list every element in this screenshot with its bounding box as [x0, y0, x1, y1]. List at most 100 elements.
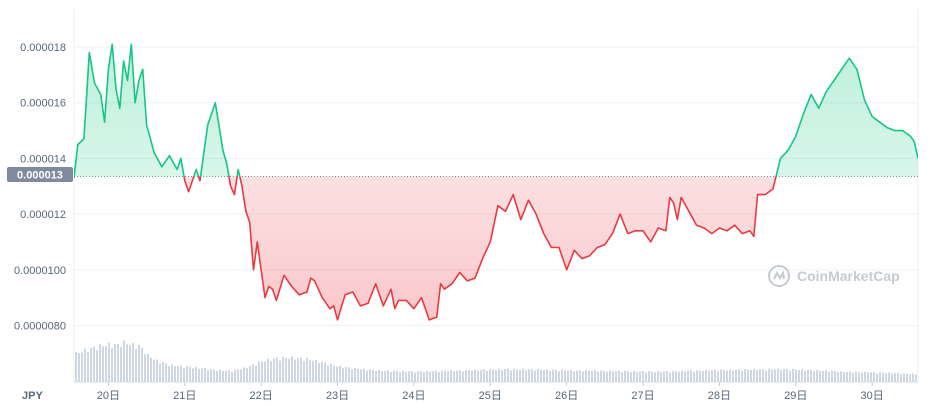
volume-bar: [303, 361, 305, 382]
volume-bar: [339, 366, 341, 382]
watermark: CoinMarketCap: [768, 265, 900, 287]
volume-bar: [276, 357, 278, 382]
volume-bar: [747, 369, 749, 382]
volume-bar: [99, 344, 101, 382]
volume-bar: [885, 373, 887, 382]
volume-bar: [711, 370, 713, 382]
volume-bar: [174, 366, 176, 382]
volume-bar: [480, 369, 482, 382]
volume-bar: [75, 352, 77, 382]
volume-bar: [192, 368, 194, 382]
volume-bar: [114, 344, 116, 382]
volume-bar: [849, 371, 851, 382]
volume-bar: [417, 371, 419, 382]
x-tick-label: 21日: [173, 390, 196, 402]
watermark-text: CoinMarketCap: [797, 268, 900, 284]
volume-bar: [822, 370, 824, 382]
x-tick-label: 25日: [479, 390, 502, 402]
volume-bar: [582, 371, 584, 382]
volume-bar: [666, 371, 668, 382]
volume-bar: [399, 371, 401, 382]
volume-bar: [825, 370, 827, 382]
x-tick-label: 20日: [97, 390, 120, 402]
volume-bar: [96, 350, 98, 382]
volume-bar: [594, 370, 596, 382]
volume-bar: [231, 371, 233, 382]
volume-bar: [879, 372, 881, 382]
y-axis: 0.000018 0.000016 0.000014 0.000012 0.000010…: [14, 42, 66, 332]
currency-label: JPY: [22, 390, 43, 402]
x-axis: 20日 21日 22日 23日 24日 25日 26日 27日 28日 29日 30日: [97, 382, 884, 402]
volume-bar: [405, 371, 407, 382]
volume-bar: [414, 372, 416, 382]
volume-bar: [882, 372, 884, 382]
volume-bar: [354, 367, 356, 382]
volume-bar: [558, 371, 560, 382]
volume-bar: [660, 371, 662, 382]
volume-bar: [462, 371, 464, 382]
volume-bar: [471, 370, 473, 382]
volume-bar: [567, 370, 569, 382]
volume-bar: [234, 369, 236, 382]
price-area: [74, 44, 918, 320]
volume-bar: [492, 369, 494, 382]
volume-bar: [453, 371, 455, 382]
volume-bar: [891, 373, 893, 382]
volume-bar: [333, 365, 335, 382]
volume-bar: [609, 370, 611, 382]
volume-bar: [807, 369, 809, 382]
volume-bar: [432, 371, 434, 382]
volume-bar: [321, 361, 323, 382]
volume-bar: [543, 370, 545, 382]
volume-bar: [381, 370, 383, 382]
volume-bar: [282, 356, 284, 382]
volume-bar: [474, 369, 476, 382]
volume-bar: [180, 365, 182, 382]
volume-bar: [195, 367, 197, 382]
volume-bar: [864, 371, 866, 382]
volume-bar: [291, 356, 293, 382]
volume-bar: [855, 371, 857, 382]
volume-bar: [267, 358, 269, 382]
volume-bar: [546, 369, 548, 382]
price-line: [74, 43, 918, 321]
volume-bar: [630, 371, 632, 382]
volume-bar: [888, 372, 890, 382]
volume-bar: [909, 374, 911, 382]
volume-bar: [135, 348, 137, 382]
volume-bar: [615, 371, 617, 382]
volume-bar: [189, 366, 191, 382]
volume-bar: [765, 370, 767, 382]
volume-bar: [900, 374, 902, 382]
volume-bar: [294, 359, 296, 382]
volume-bar: [450, 370, 452, 382]
volume-bar: [420, 371, 422, 382]
volume-bar: [903, 373, 905, 382]
volume-bar: [315, 359, 317, 382]
volume-bar: [621, 372, 623, 382]
volume-bar: [612, 371, 614, 382]
volume-bar: [510, 370, 512, 382]
volume-bar: [600, 370, 602, 382]
volume-bar: [531, 369, 533, 382]
volume-bar: [801, 369, 803, 382]
volume-bar: [696, 370, 698, 382]
volume-bar: [345, 367, 347, 382]
volume-bar: [780, 370, 782, 382]
volume-bar: [894, 373, 896, 382]
volume-bar: [264, 361, 266, 382]
volume-bar: [753, 368, 755, 382]
volume-bar: [171, 364, 173, 382]
volume-bar: [819, 370, 821, 382]
volume-bar: [306, 357, 308, 382]
volume-bar: [351, 369, 353, 382]
volume-bar: [213, 369, 215, 382]
volume-bar: [513, 368, 515, 382]
volume-bar: [411, 371, 413, 382]
volume-bar: [255, 365, 257, 382]
volume-bar: [720, 369, 722, 382]
volume-bar: [183, 368, 185, 382]
volume-bar: [897, 373, 899, 382]
volume-bar: [552, 369, 554, 382]
